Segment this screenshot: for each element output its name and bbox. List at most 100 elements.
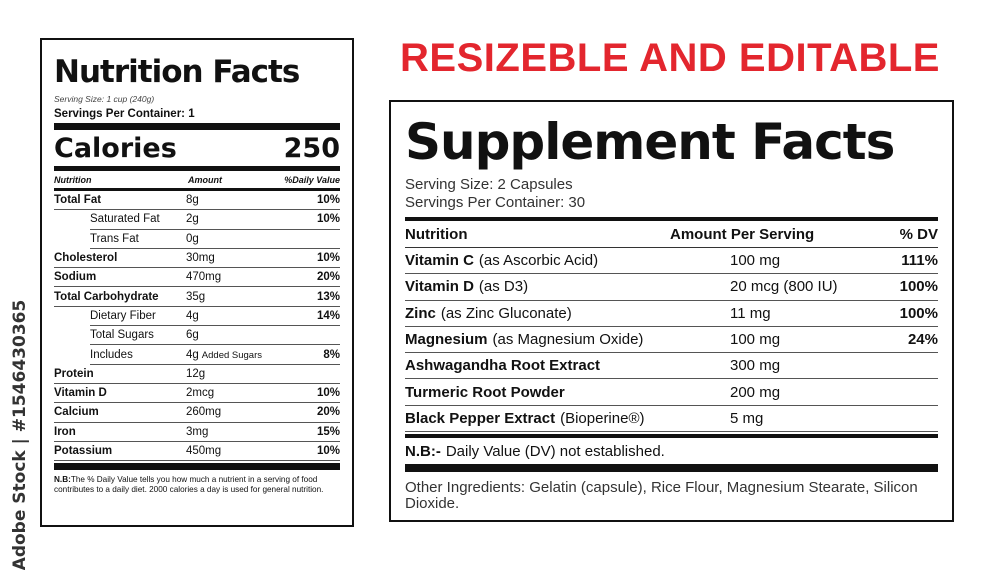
ingredient-amount: 200 mg <box>730 383 781 401</box>
supplement-row: Vitamin C (as Ascorbic Acid) 100 mg 111% <box>405 248 938 275</box>
ingredient-name: Magnesium <box>405 331 488 349</box>
nutrient-amount: 35g <box>186 291 288 303</box>
nutrient-amount: 4g Added Sugars <box>186 349 288 361</box>
nutrient-row: Trans Fat 0g <box>90 230 340 249</box>
footnote-text: Daily Value (DV) not established. <box>445 442 665 460</box>
amount-value: 35g <box>186 290 206 303</box>
amount-value: 450mg <box>186 445 222 457</box>
nutrient-row: Iron 3mg 15% <box>54 423 340 442</box>
nutrient-amount: 2g <box>186 213 288 225</box>
nutrient-row: Dietary Fiber 4g 14% <box>90 307 340 327</box>
nutrient-amount: 12g <box>186 368 288 380</box>
supplement-row: Vitamin D (as D3) 20 mcg (800 IU) 100% <box>405 274 938 301</box>
ingredient-amount: 100 mg <box>730 252 781 270</box>
ingredient: Magnesium (as Magnesium Oxide) <box>405 331 730 348</box>
amount-extra: Added Sugars <box>201 349 263 361</box>
ingredient-amount: 5 mg <box>730 409 764 427</box>
supplement-rows: Vitamin C (as Ascorbic Acid) 100 mg 111% Vit… <box>405 248 938 433</box>
headline: RESIZEBLE AND EDITABLE <box>400 36 940 80</box>
nutrient-row: Includes 4g Added Sugars 8% <box>90 345 340 365</box>
nutrient-name: Potassium <box>54 445 113 457</box>
ingredient: Vitamin C (as Ascorbic Acid) <box>405 252 730 269</box>
header-cell: Amount Per Serving <box>670 225 815 243</box>
nutrition-label: Nutrition Facts Serving Size: 1 cup (240… <box>40 38 354 527</box>
ingredient: Zinc (as Zinc Gluconate) <box>405 305 730 322</box>
daily-value: 10% <box>316 213 340 226</box>
nutrient-name: Cholesterol <box>54 252 118 265</box>
nutrient-row: Protein 12g <box>54 365 340 384</box>
supplement-row: Zinc (as Zinc Gluconate) 11 mg 100% <box>405 301 938 327</box>
nutrient-name: Calcium <box>54 406 99 419</box>
amount-value: 12g <box>186 367 206 380</box>
supplement-label: Supplement Facts Serving Size: 2 Capsule… <box>389 100 954 522</box>
header-row: Nutrition Amount Per Serving % DV <box>405 221 938 248</box>
daily-value: 24% <box>907 331 938 349</box>
header-cell: Nutrition <box>405 225 468 243</box>
nutrient-amount: 470mg <box>186 271 288 283</box>
footnote: N.B:The % Daily Value tells you how much… <box>54 475 340 495</box>
nutrient-amount: 3mg <box>186 426 288 438</box>
daily-value: 10% <box>316 445 340 457</box>
ingredient-detail: (Bioperine®) <box>560 409 645 427</box>
daily-value: 111% <box>901 252 938 270</box>
nutrient-row: Total Carbohydrate 35g 13% <box>54 287 340 307</box>
daily-value: 100% <box>899 304 938 322</box>
nutrient-row: Sodium 470mg 20% <box>54 268 340 288</box>
ingredient: Vitamin D (as D3) <box>405 278 730 295</box>
header-row: Nutrition Amount %Daily Value <box>54 171 340 188</box>
amount-value: 30mg <box>186 252 215 265</box>
nutrient-amount: 450mg <box>186 445 288 457</box>
amount-value: 2mcg <box>186 387 215 400</box>
nutrient-name: Vitamin D <box>54 387 107 400</box>
daily-value: 20% <box>316 406 340 419</box>
ingredient: Ashwagandha Root Extract <box>405 357 730 374</box>
nutrient-name: Trans Fat <box>90 232 139 245</box>
supplement-row: Magnesium (as Magnesium Oxide) 100 mg 24% <box>405 327 938 354</box>
nutrient-row: Total Sugars 6g <box>90 326 340 346</box>
nutrient-amount: 2mcg <box>186 387 288 399</box>
nutrient-name: Iron <box>54 425 76 438</box>
nutrient-row: Cholesterol 30mg 10% <box>54 249 340 269</box>
nutrient-row: Saturated Fat 2g 10% <box>90 210 340 230</box>
nutrient-name: Dietary Fiber <box>90 309 156 322</box>
amount-value: 4g <box>186 309 199 322</box>
header-cell: % DV <box>899 225 938 243</box>
amount-value: 4g <box>186 348 199 361</box>
nutrient-name: Saturated Fat <box>90 213 160 226</box>
ingredient-amount: 300 mg <box>730 357 781 375</box>
daily-value: 15% <box>316 425 340 438</box>
ingredient-name: Black Pepper Extract <box>405 409 556 427</box>
nutrient-row: Total Fat 8g 10% <box>54 191 340 211</box>
rule <box>54 123 340 130</box>
ingredient-detail: (as D3) <box>478 278 529 296</box>
ingredient-amount: 11 mg <box>730 304 771 322</box>
header-cell: %Daily Value <box>284 174 340 185</box>
footnote-label: N.B:- <box>405 442 441 460</box>
daily-value: 10% <box>316 252 340 265</box>
nutrient-rows: Total Fat 8g 10% Saturated Fat 2g 10% Trans Fa… <box>54 191 340 462</box>
ingredient-amount: 20 mcg (800 IU) <box>730 278 838 296</box>
daily-value: 10% <box>316 387 340 400</box>
rule <box>405 464 938 473</box>
daily-value: 8% <box>323 348 340 361</box>
rule <box>405 434 938 439</box>
rule <box>405 217 938 221</box>
daily-value: 13% <box>316 290 340 303</box>
serving-size: Serving Size: 1 cup (240g) <box>54 94 155 104</box>
calories-row: Calories 250 <box>54 130 340 166</box>
nutrient-row: Calcium 260mg 20% <box>54 403 340 423</box>
ingredient-name: Vitamin C <box>405 252 474 270</box>
amount-value: 470mg <box>186 271 222 284</box>
amount-value: 260mg <box>186 406 222 419</box>
ingredient-name: Zinc <box>405 304 436 322</box>
nutrient-name: Includes <box>90 348 133 361</box>
footnote-label: N.B: <box>54 475 71 485</box>
nutrient-name: Sodium <box>54 271 97 284</box>
supplement-row: Ashwagandha Root Extract 300 mg <box>405 353 938 380</box>
nutrient-amount: 0g <box>186 233 288 245</box>
title: Nutrition Facts <box>54 54 300 90</box>
amount-value: 0g <box>186 232 199 245</box>
nutrient-amount: 260mg <box>186 406 288 418</box>
ingredient-detail: (as Magnesium Oxide) <box>492 331 644 349</box>
